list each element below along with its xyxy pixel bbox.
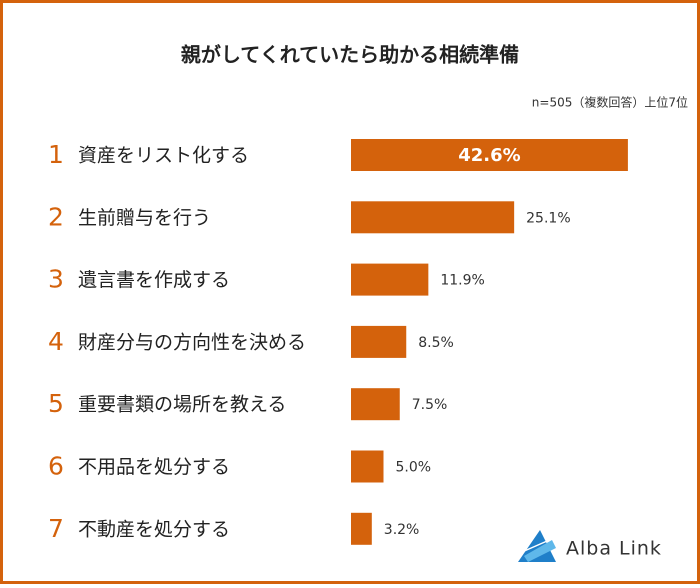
- rank-label: 2: [48, 202, 64, 231]
- rank-label: 3: [48, 265, 64, 294]
- value-label: 8.5%: [418, 335, 454, 351]
- value-label: 11.9%: [440, 273, 484, 289]
- rank-label: 1: [48, 140, 64, 169]
- bar: [351, 388, 400, 421]
- category-label: 資産をリスト化する: [78, 145, 249, 167]
- category-label: 生前贈与を行う: [78, 207, 211, 229]
- value-label: 42.6%: [458, 145, 520, 166]
- value-label: 25.1%: [526, 210, 570, 226]
- logo-text: Alba Link: [566, 538, 662, 560]
- rank-label: 5: [48, 389, 64, 418]
- value-label: 7.5%: [412, 397, 448, 413]
- bar: [351, 325, 407, 358]
- bar: [351, 450, 384, 483]
- category-label: 遺言書を作成する: [78, 269, 230, 291]
- bar: [351, 201, 515, 234]
- rank-label: 4: [48, 327, 64, 356]
- subtitle: n=505（複数回答）上位7位: [532, 95, 688, 110]
- rank-label: 7: [48, 514, 64, 543]
- category-label: 重要書類の場所を教える: [78, 394, 286, 416]
- category-label: 不動産を処分する: [78, 518, 230, 540]
- value-label: 3.2%: [384, 522, 420, 538]
- bar: [351, 139, 628, 171]
- rank-label: 6: [48, 452, 64, 481]
- value-label: 5.0%: [396, 460, 432, 476]
- bar: [351, 512, 372, 545]
- category-label: 財産分与の方向性を決める: [78, 331, 306, 353]
- bar: [351, 263, 429, 296]
- category-label: 不用品を処分する: [78, 456, 230, 478]
- logo-icon: [518, 530, 556, 562]
- chart-title: 親がしてくれていたら助かる相続準備: [181, 43, 519, 67]
